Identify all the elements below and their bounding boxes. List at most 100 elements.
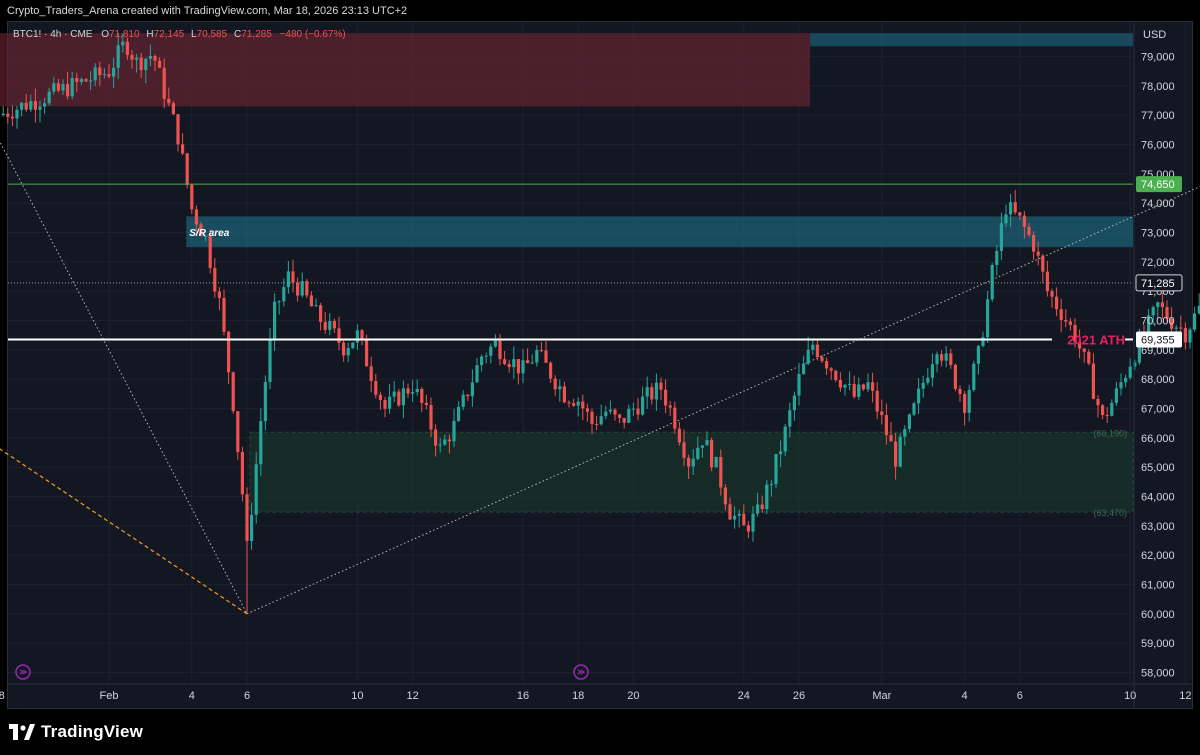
tradingview-brand[interactable]: TradingView	[9, 722, 143, 742]
x-tick-label: 10	[351, 690, 363, 702]
price-chart[interactable]: 58,000 59,000 60,000 61,000 62,000 63,000 64,0…	[0, 0, 1200, 712]
candle-body	[254, 464, 258, 515]
candle	[162, 58, 166, 109]
y-tick-label: 63,000	[1141, 521, 1175, 533]
candle-body	[871, 382, 875, 391]
candle	[484, 352, 488, 364]
candle	[43, 97, 47, 114]
candle-body	[466, 394, 470, 397]
candle-body	[530, 362, 534, 364]
candle	[940, 350, 944, 367]
candle	[61, 79, 65, 96]
candle-body	[1045, 271, 1049, 292]
candle-body	[1160, 302, 1164, 308]
candle	[112, 57, 116, 88]
candle	[411, 379, 415, 402]
zones	[0, 33, 1134, 513]
candle	[1170, 307, 1174, 332]
candle-body	[535, 350, 539, 363]
legend-low-label: L	[191, 29, 197, 40]
candle-body	[429, 404, 433, 430]
candle	[424, 394, 428, 410]
candle-body	[1087, 351, 1091, 364]
candle-body	[825, 361, 829, 369]
candle	[125, 37, 129, 60]
candle	[986, 290, 990, 343]
candle	[512, 346, 516, 379]
candle	[1156, 301, 1160, 319]
candle	[696, 436, 700, 461]
candle-body	[245, 494, 249, 541]
candle-body	[751, 513, 755, 532]
candle	[181, 133, 185, 156]
legend-change: −480 (−0.67%)	[280, 29, 346, 40]
candle-body	[332, 320, 336, 329]
demand-zone	[249, 431, 1134, 513]
candle	[783, 423, 787, 456]
replay-icon[interactable]	[15, 664, 31, 680]
candle-body	[558, 386, 562, 390]
candle-body	[1096, 398, 1100, 406]
candle	[397, 388, 401, 408]
candle	[466, 394, 470, 401]
candle-body	[24, 102, 28, 110]
y-tick-label: 78,000	[1141, 81, 1175, 93]
candle-body	[185, 153, 189, 185]
candle-body	[595, 423, 599, 425]
candle-body	[6, 113, 10, 117]
candle	[1160, 292, 1164, 320]
x-tick-label: 12	[1179, 690, 1191, 702]
candle-body	[553, 378, 557, 390]
candle	[898, 433, 902, 468]
candle	[829, 367, 833, 380]
candle-body	[1041, 255, 1045, 272]
candle-body	[903, 429, 907, 437]
candle-body	[489, 346, 493, 356]
candle-body	[719, 456, 723, 488]
candle	[659, 377, 663, 401]
candle	[369, 356, 373, 393]
candle-body	[866, 382, 870, 390]
y-tick-label: 60,000	[1141, 609, 1175, 621]
legend-open: 71,810	[109, 29, 140, 40]
candle-body	[406, 388, 410, 394]
candle	[332, 318, 336, 333]
replay-icon[interactable]	[573, 664, 589, 680]
ath-2021-label: 2021 ATH	[1067, 332, 1125, 347]
candle	[29, 94, 33, 112]
legend-open-label: O	[101, 29, 109, 40]
candle	[917, 378, 921, 414]
candle-body	[10, 116, 14, 119]
candle	[852, 375, 856, 399]
candle	[949, 348, 953, 369]
candle	[1193, 306, 1197, 333]
candle	[443, 434, 447, 446]
candle	[958, 385, 962, 402]
candle-body	[1101, 405, 1105, 416]
candle	[305, 278, 309, 299]
candle-body	[158, 60, 162, 68]
candle-body	[300, 281, 304, 296]
candle	[461, 390, 465, 411]
candle	[1041, 253, 1045, 283]
legend-symbol-name: BTC1! · 4h · CME	[13, 29, 93, 40]
candle-body	[342, 342, 346, 356]
candle	[843, 383, 847, 396]
candle	[415, 379, 419, 396]
y-tick-label: 58,000	[1141, 668, 1175, 680]
candle-body	[130, 55, 134, 60]
candle	[1013, 189, 1017, 215]
y-tick-label: 61,000	[1141, 580, 1175, 592]
candle-body	[250, 514, 254, 541]
y-tick-label: 67,000	[1141, 404, 1175, 416]
candle	[567, 400, 571, 408]
candle-body	[687, 457, 691, 467]
candle-body	[1027, 227, 1031, 236]
candle-body	[438, 444, 442, 446]
candle-body	[590, 411, 594, 424]
candle	[452, 408, 456, 448]
candle	[999, 212, 1003, 261]
candle-body	[181, 144, 185, 154]
candle-body	[627, 408, 631, 423]
candle-body	[949, 353, 953, 365]
